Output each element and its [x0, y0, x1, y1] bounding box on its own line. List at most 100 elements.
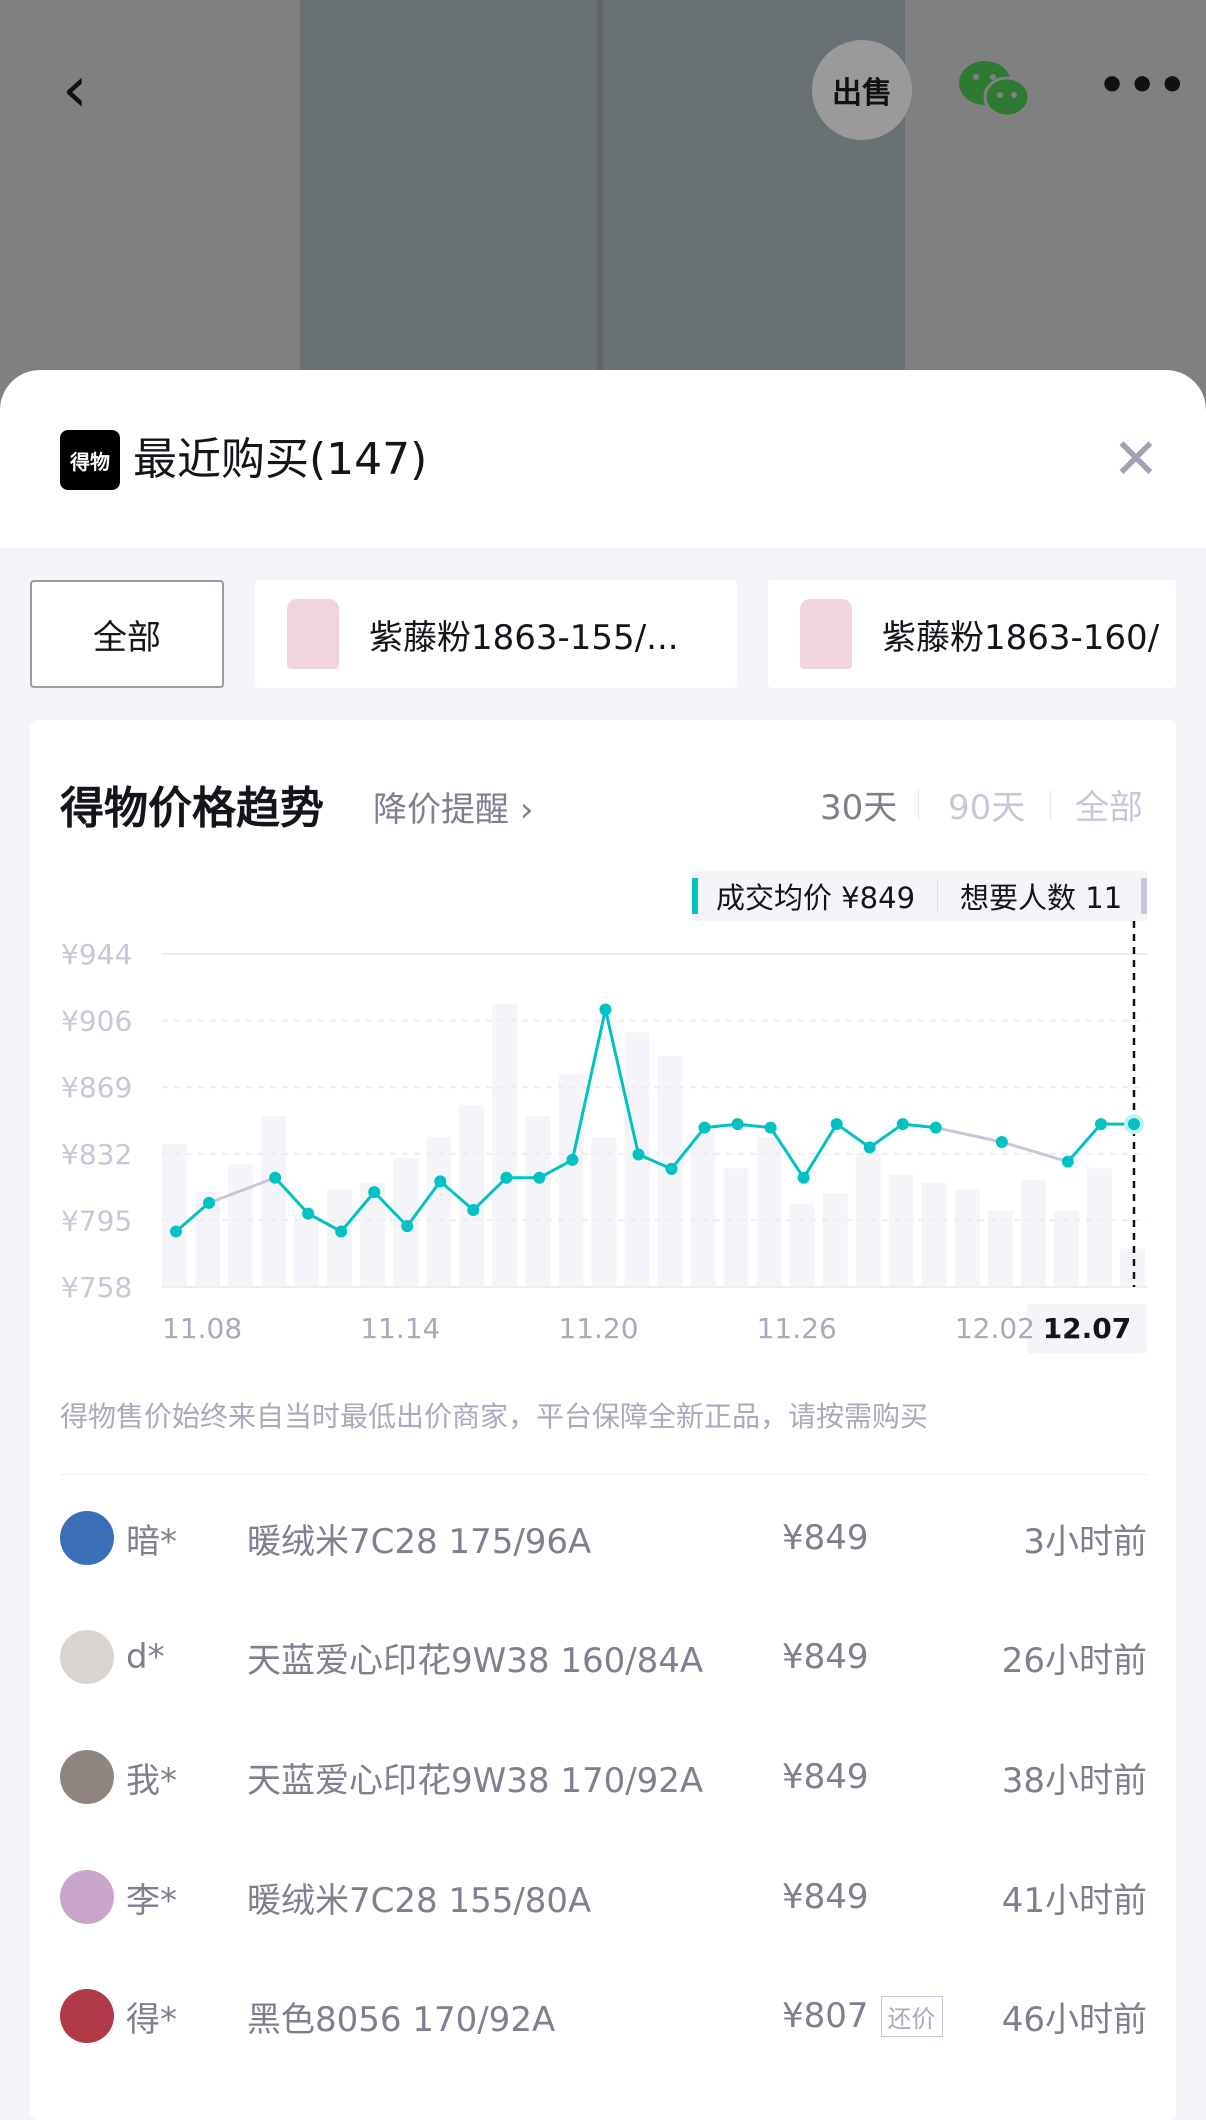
back-chevron-left-icon[interactable]: ‹: [62, 53, 88, 127]
y-tick-label: ¥832: [61, 1138, 132, 1171]
tooltip-marker: [1141, 878, 1147, 914]
purchase-time: 41小时前: [1001, 1880, 1147, 1921]
price-line-segment: [208, 1176, 276, 1205]
price-line-segment: [406, 1180, 442, 1228]
wechat-icon[interactable]: [955, 55, 1035, 125]
price-point: [566, 1153, 579, 1166]
product-spec: 黑色8056 170/92A: [247, 1999, 556, 2040]
product-spec: 天蓝爱心印花9W38 170/92A: [247, 1760, 704, 1801]
price-alert-link[interactable]: 降价提醒 ›: [373, 782, 533, 831]
volume-bar: [1053, 1210, 1079, 1287]
y-tick-label: ¥906: [61, 1005, 132, 1038]
price-chart[interactable]: ¥944 ¥906 ¥869 ¥832 ¥795 ¥758 11.08 11.14 11.20 1…: [0, 900, 1206, 1380]
range-90-days[interactable]: 90天: [948, 788, 1026, 828]
x-tick-label: 11.20: [558, 1312, 638, 1345]
price-line-segment: [373, 1191, 409, 1228]
price: ¥849: [782, 1757, 869, 1797]
price-footnote: 得物售价始终来自当时最低出价商家，平台保障全新正品，请按需购买: [60, 1400, 929, 1433]
chevron-right-icon: ›: [519, 790, 534, 830]
volume-bar: [954, 1189, 980, 1287]
avatar: [60, 1630, 114, 1684]
volume-bar: [1120, 1248, 1145, 1287]
bargain-tag: 还价: [880, 1995, 943, 2037]
price-line-segment: [637, 1153, 673, 1171]
volume-bar: [888, 1175, 914, 1287]
avatar: [60, 1511, 114, 1565]
selected-date-box: [1027, 1304, 1147, 1354]
price-line-segment: [769, 1126, 805, 1179]
close-icon[interactable]: ✕: [1112, 427, 1160, 492]
chip-variant[interactable]: 紫藤粉1863-155/...: [255, 580, 737, 688]
y-tick-label: ¥944: [61, 938, 132, 971]
price-point: [632, 1148, 645, 1161]
price-cell: ¥807 还价: [782, 1995, 947, 2037]
avatar: [60, 1989, 114, 2043]
chip-label: 紫藤粉1863-160/: [882, 617, 1160, 658]
volume-bar: [756, 1136, 782, 1287]
volume-bar: [492, 1004, 518, 1287]
price-point: [599, 1003, 612, 1016]
price-point: [368, 1186, 381, 1199]
purchase-row: 李* 暖绒米7C28 155/80A ¥849 41小时前: [60, 1867, 1147, 1927]
divider: [918, 790, 919, 820]
chip-variant[interactable]: 紫藤粉1863-160/: [768, 580, 1176, 688]
chip-all[interactable]: 全部: [30, 580, 224, 688]
price-line-segment: [1001, 1140, 1069, 1164]
product-spec: 暖绒米7C28 155/80A: [247, 1880, 592, 1921]
price: ¥849: [782, 1637, 869, 1677]
y-tick-label: ¥758: [61, 1271, 132, 1304]
volume-bar: [426, 1136, 452, 1287]
price-line-segment: [868, 1122, 904, 1149]
purchase-time: 26小时前: [1001, 1640, 1147, 1681]
x-tick-label: 11.14: [360, 1312, 440, 1345]
sell-button[interactable]: 出售: [812, 40, 912, 140]
x-tick-label: 12.07: [1043, 1312, 1132, 1345]
y-tick-label: ¥795: [61, 1204, 132, 1237]
price-line-segment: [340, 1191, 376, 1233]
variant-thumbnail: [287, 599, 339, 669]
price-point: [500, 1171, 513, 1184]
price-point: [731, 1118, 744, 1131]
purchase-time: 3小时前: [1023, 1521, 1147, 1562]
avatar: [60, 1870, 114, 1924]
price-line-segment: [175, 1201, 211, 1233]
range-30-days[interactable]: 30天: [820, 788, 898, 828]
volume-bar: [987, 1210, 1013, 1287]
price-line-segment: [274, 1176, 310, 1215]
purchase-row: 得* 黑色8056 170/92A ¥807 还价 46小时前: [60, 1986, 1147, 2046]
volume-bar: [591, 1136, 617, 1287]
price-point: [1061, 1155, 1074, 1168]
tooltip-marker: [692, 878, 698, 914]
price: ¥849: [782, 1877, 869, 1917]
price-point: [302, 1207, 315, 1220]
buyer-name: d*: [126, 1637, 165, 1677]
price-line-segment: [570, 1009, 607, 1161]
alert-label: 降价提醒: [373, 790, 509, 830]
volume-bar: [162, 1144, 187, 1287]
x-tick-label: 11.08: [162, 1312, 242, 1345]
trend-title: 得物价格趋势: [60, 783, 324, 834]
divider: [937, 879, 939, 913]
volume-bar: [1020, 1179, 1046, 1287]
volume-bar: [921, 1182, 947, 1287]
divider: [1050, 790, 1051, 820]
buyer-name: 我*: [126, 1760, 177, 1801]
price-point: [434, 1175, 447, 1188]
price-point: [203, 1196, 216, 1209]
chip-label: 全部: [93, 617, 161, 658]
more-dots-icon[interactable]: •••: [1098, 60, 1189, 111]
price-point: [1128, 1118, 1140, 1131]
price-point: [665, 1162, 678, 1175]
variant-thumbnail: [800, 599, 852, 669]
product-image: [300, 0, 905, 420]
volume-bar: [558, 1074, 584, 1287]
range-all[interactable]: 全部: [1075, 788, 1143, 828]
chart-tooltip: 成交均价 ¥849 想要人数 11: [692, 871, 1147, 921]
buyer-name: 暗*: [126, 1521, 177, 1562]
volume-bar: [1086, 1168, 1112, 1287]
sheet-header: [0, 370, 1206, 548]
price-line-segment: [307, 1212, 342, 1233]
volume-bar: [261, 1116, 287, 1287]
price-point: [863, 1141, 876, 1154]
price-point: [797, 1171, 810, 1184]
